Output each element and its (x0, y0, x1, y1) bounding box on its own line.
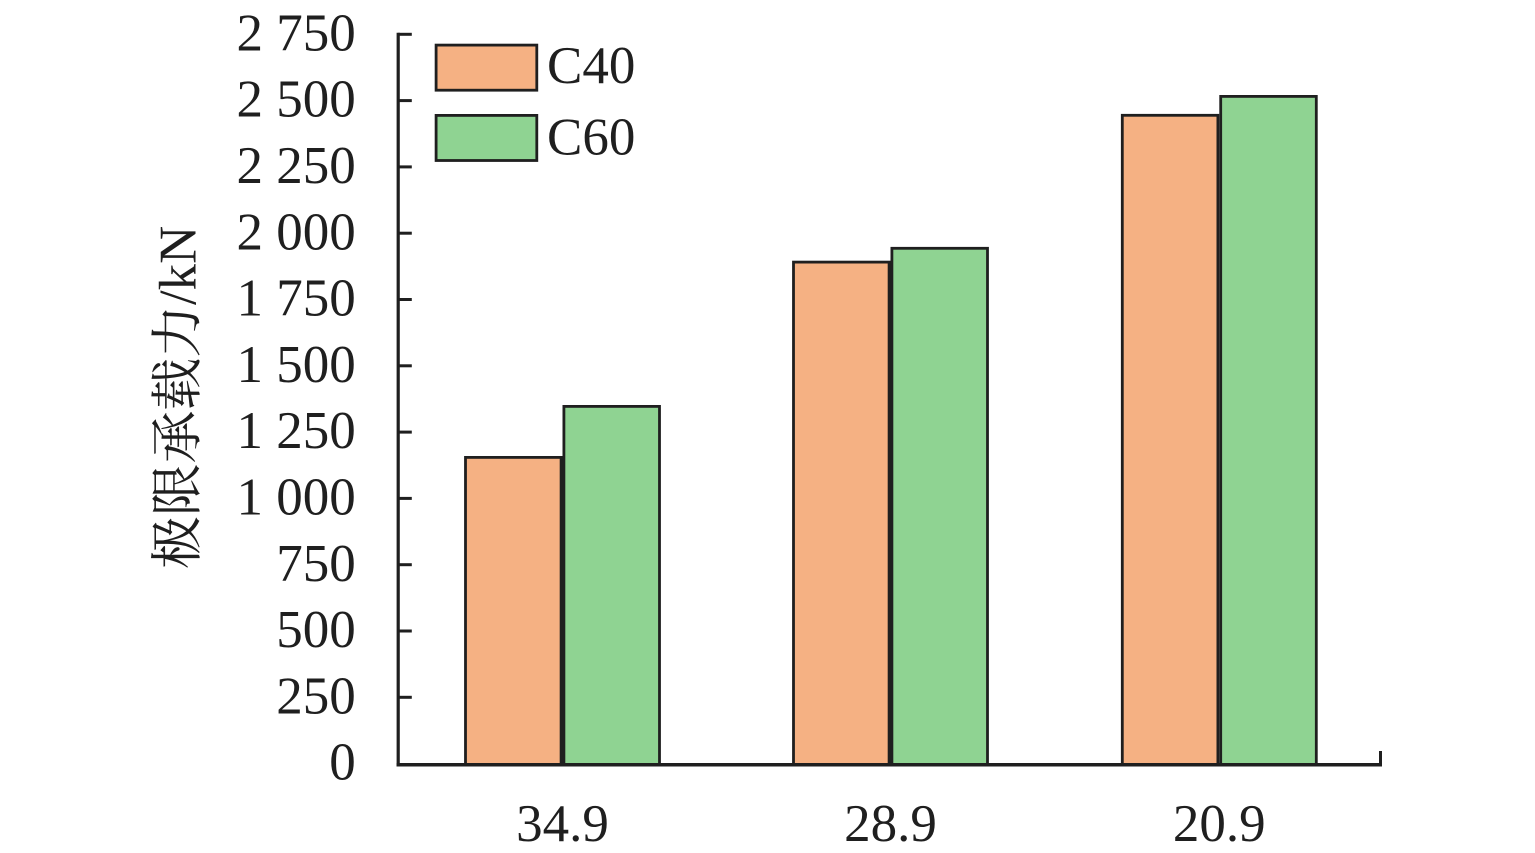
svg-text:750: 750 (276, 535, 356, 593)
svg-text:20.9: 20.9 (1173, 795, 1266, 853)
svg-text:500: 500 (276, 601, 356, 659)
svg-text:C60: C60 (547, 109, 635, 167)
svg-text:2 500: 2 500 (237, 71, 356, 129)
svg-text:2 250: 2 250 (237, 137, 356, 195)
svg-text:/kN: /kN (150, 226, 208, 305)
svg-text:2 750: 2 750 (237, 4, 356, 62)
svg-text:1 500: 1 500 (237, 336, 356, 394)
svg-text:250: 250 (276, 667, 356, 725)
svg-text:C40: C40 (547, 37, 635, 95)
svg-text:34.9: 34.9 (516, 795, 609, 853)
svg-text:0: 0 (329, 733, 356, 791)
svg-text:1 000: 1 000 (237, 469, 356, 527)
svg-text:1 750: 1 750 (237, 270, 356, 328)
svg-text:2 000: 2 000 (237, 203, 356, 261)
svg-text:1 250: 1 250 (237, 402, 356, 460)
svg-text:28.9: 28.9 (844, 795, 937, 853)
